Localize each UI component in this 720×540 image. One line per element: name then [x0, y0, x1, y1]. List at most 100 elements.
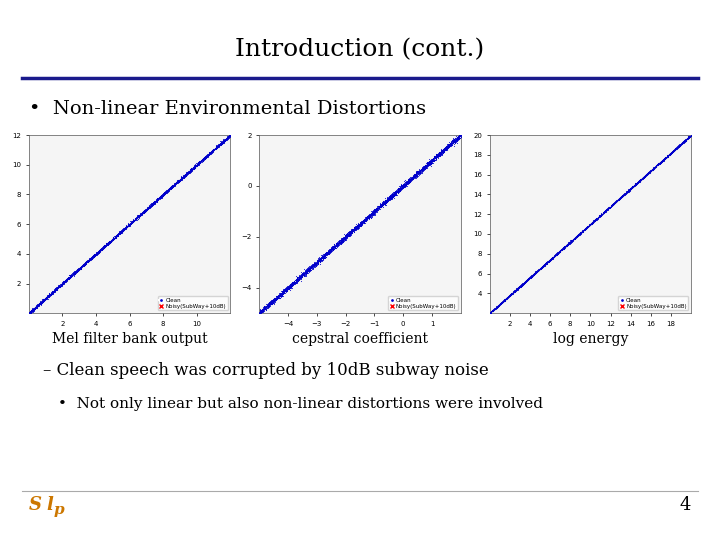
Point: [320, 225, 332, 233]
Point: [585, 215, 596, 224]
Point: [258, 302, 270, 311]
Point: [171, 190, 183, 199]
Point: [586, 229, 598, 238]
Point: [445, 138, 456, 146]
Point: [318, 261, 329, 269]
Point: [108, 198, 120, 207]
Point: [547, 234, 559, 243]
Point: [42, 294, 54, 303]
Point: [318, 224, 329, 233]
Point: [187, 133, 199, 141]
Point: [195, 144, 207, 152]
Point: [184, 168, 195, 177]
Point: [312, 199, 323, 208]
Point: [596, 201, 608, 210]
Point: [603, 204, 614, 212]
Point: [67, 247, 78, 256]
Point: [354, 200, 365, 209]
Point: [117, 226, 128, 235]
Point: [626, 183, 638, 191]
Point: [332, 239, 343, 248]
Point: [53, 284, 64, 293]
Point: [564, 239, 575, 247]
Point: [408, 167, 419, 176]
Point: [589, 216, 600, 225]
Point: [215, 151, 227, 160]
Point: [72, 268, 84, 276]
Point: [215, 140, 226, 149]
Point: [417, 165, 428, 173]
Point: [506, 298, 518, 306]
Point: [219, 134, 230, 143]
Point: [372, 204, 384, 212]
Point: [644, 169, 655, 178]
Point: [582, 222, 593, 231]
Point: [283, 298, 294, 306]
Point: [114, 228, 125, 237]
Point: [388, 221, 400, 230]
Point: [177, 172, 189, 181]
Point: [507, 288, 518, 296]
Point: [569, 224, 580, 232]
Point: [436, 147, 448, 156]
Point: [45, 291, 57, 299]
Point: [560, 242, 572, 251]
Point: [135, 180, 147, 188]
Point: [82, 256, 94, 265]
Point: [377, 202, 388, 211]
Point: [37, 295, 49, 303]
Point: [641, 137, 652, 145]
Point: [193, 159, 204, 168]
Point: [287, 281, 298, 289]
Point: [603, 190, 614, 198]
Point: [154, 193, 166, 201]
Point: [410, 170, 421, 178]
Point: [676, 133, 688, 141]
Point: [355, 218, 366, 226]
Point: [436, 147, 448, 156]
Point: [111, 246, 122, 254]
Point: [518, 279, 529, 287]
Point: [225, 130, 236, 139]
Point: [495, 295, 506, 304]
Point: [577, 210, 588, 218]
Point: [377, 188, 389, 197]
Point: [143, 193, 155, 202]
Point: [270, 294, 282, 303]
Point: [280, 287, 292, 296]
Point: [591, 218, 603, 226]
Point: [61, 274, 73, 282]
Point: [329, 224, 341, 233]
Point: [616, 181, 628, 190]
Point: [407, 173, 418, 181]
Point: [345, 230, 356, 238]
Point: [24, 309, 35, 318]
Point: [399, 181, 410, 190]
Point: [436, 147, 448, 156]
Point: [179, 131, 191, 139]
Point: [439, 145, 451, 154]
Point: [589, 187, 600, 195]
Point: [333, 240, 344, 249]
Point: [389, 190, 400, 198]
Point: [347, 193, 359, 202]
Point: [436, 146, 448, 155]
Point: [113, 259, 125, 267]
Point: [138, 192, 150, 200]
Point: [199, 153, 210, 162]
Point: [69, 268, 81, 277]
Point: [49, 287, 60, 296]
Point: [652, 160, 663, 169]
Point: [326, 214, 338, 222]
Point: [186, 164, 197, 173]
Point: [412, 147, 423, 156]
Point: [444, 143, 455, 151]
Point: [205, 157, 217, 165]
Point: [254, 306, 266, 314]
Point: [423, 161, 434, 170]
Point: [158, 189, 169, 198]
Point: [446, 152, 457, 160]
Point: [86, 254, 98, 263]
Point: [189, 161, 201, 170]
Point: [194, 158, 206, 167]
